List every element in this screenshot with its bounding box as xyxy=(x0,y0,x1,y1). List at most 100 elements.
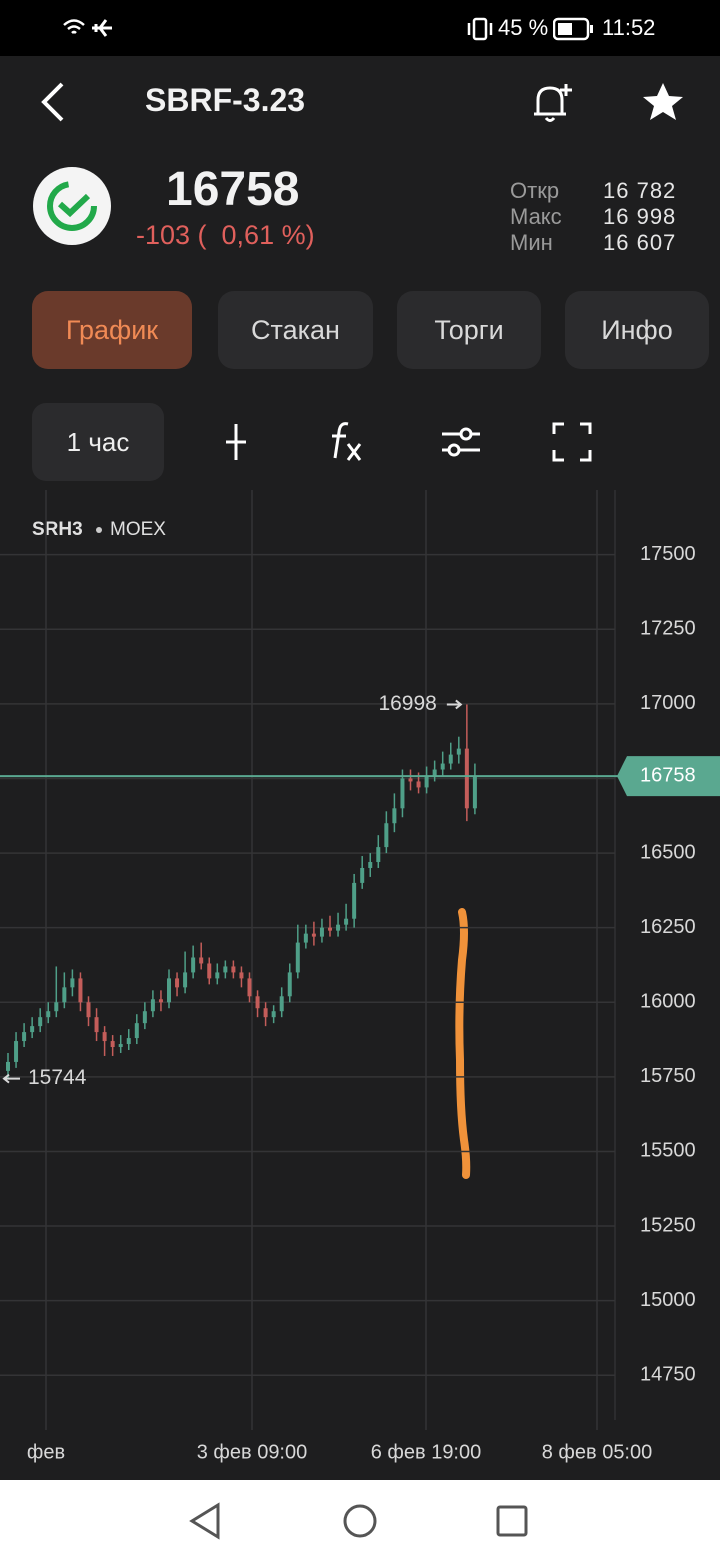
candle-body xyxy=(94,1017,99,1033)
max-arrow xyxy=(446,699,463,710)
back-button[interactable] xyxy=(38,80,70,124)
tab[interactable]: Торги xyxy=(397,291,541,369)
candle-body xyxy=(167,978,171,1003)
tab[interactable]: Инфо xyxy=(565,291,709,369)
candle-body xyxy=(150,999,155,1012)
indicators-button[interactable] xyxy=(326,418,370,466)
candle-body xyxy=(376,847,381,863)
battery-icon xyxy=(553,17,593,41)
candle-body xyxy=(110,1041,115,1048)
stat-value: 16 782 xyxy=(603,178,677,203)
clock: 11:52 xyxy=(602,15,656,40)
y-tick-label: 17000 xyxy=(640,692,696,714)
y-tick-label: 15250 xyxy=(640,1214,696,1236)
candle-body xyxy=(14,1041,19,1062)
candle-body xyxy=(360,867,365,883)
chart-exchange: MOEX xyxy=(110,519,166,540)
candle-body xyxy=(336,924,341,931)
stat-value: 16 998 xyxy=(603,204,677,229)
nav-recents[interactable] xyxy=(495,1504,529,1538)
nav-home[interactable] xyxy=(342,1502,378,1540)
candle-body xyxy=(344,918,349,925)
nav-back[interactable] xyxy=(188,1502,224,1540)
candle-body xyxy=(295,942,300,973)
candle-body xyxy=(432,769,437,776)
stat-label: Мин xyxy=(510,230,553,255)
candle-body xyxy=(440,763,445,770)
min-arrow xyxy=(2,1073,20,1084)
candle-body xyxy=(424,775,429,788)
candle-body xyxy=(102,1032,107,1042)
x-tick-label: 3 фев 09:00 xyxy=(197,1441,308,1463)
y-tick-label: 17250 xyxy=(640,618,696,640)
y-tick-label: 16500 xyxy=(640,841,696,863)
stat-value: 16 607 xyxy=(603,230,677,255)
candle-body xyxy=(215,972,220,979)
candle-body xyxy=(472,776,477,809)
candle-body xyxy=(70,978,75,988)
candle-body xyxy=(30,1026,35,1033)
candle-body xyxy=(86,1002,91,1018)
candle-body xyxy=(126,1038,131,1045)
price-chart: SRH3 MOEX фев 3 фев 09:00 6 фев 19:00 8 фев… xyxy=(0,490,720,1463)
logo xyxy=(33,167,111,245)
candle-body xyxy=(62,987,67,1003)
candle-body xyxy=(6,1061,10,1071)
candle-body xyxy=(400,778,405,809)
interval-button[interactable]: 1 час xyxy=(32,403,164,481)
alert-button[interactable] xyxy=(530,80,576,124)
candle-body xyxy=(368,862,373,868)
tab[interactable]: График xyxy=(32,291,192,369)
vibrate-icon xyxy=(467,17,493,41)
candle-body xyxy=(287,972,292,997)
max-label: 16998 xyxy=(378,692,436,715)
y-tick-label: 14750 xyxy=(640,1364,696,1386)
candle-body xyxy=(392,808,397,824)
price-change: -103 ( 0,61 %) xyxy=(136,220,315,250)
crosshair-button[interactable] xyxy=(216,420,256,464)
candle-body xyxy=(247,978,252,997)
y-tick-label: 16000 xyxy=(640,991,696,1013)
candle-body xyxy=(271,1011,276,1018)
y-tick-label: 17500 xyxy=(640,543,696,565)
tab[interactable]: Стакан xyxy=(218,291,373,369)
settings-button[interactable] xyxy=(440,422,482,462)
candle-body xyxy=(464,748,469,809)
candle-body xyxy=(456,748,461,755)
candle-body xyxy=(303,933,308,943)
candle-body xyxy=(384,823,389,848)
y-tick-label: 16250 xyxy=(640,916,696,938)
status-bar: 45 % 11:52 xyxy=(0,0,720,56)
x-tick-label: фев xyxy=(27,1441,65,1463)
stat-label: Макс xyxy=(510,204,562,229)
candle-body xyxy=(352,882,357,919)
candle-body xyxy=(142,1011,147,1024)
candle-body xyxy=(279,996,284,1012)
last-price-tag xyxy=(617,756,720,797)
fullscreen-button[interactable] xyxy=(552,422,592,462)
x-tick-label: 8 фев 05:00 xyxy=(542,1441,653,1463)
separator-dot xyxy=(96,527,102,533)
candle-body xyxy=(183,972,188,988)
candle-body xyxy=(134,1023,139,1039)
x-tick-label: 6 фев 19:00 xyxy=(371,1441,482,1463)
candle-body xyxy=(46,1011,51,1018)
candle-body xyxy=(319,927,324,937)
battery-text: 45 % xyxy=(498,15,549,40)
y-tick-label: 15750 xyxy=(640,1065,696,1087)
candle-body xyxy=(223,966,228,973)
candle-body xyxy=(263,1008,268,1018)
hand-drawn-mark xyxy=(455,908,471,1179)
candle-body xyxy=(311,933,316,937)
status-icons xyxy=(63,19,112,37)
candle-body xyxy=(175,978,180,988)
candle-body xyxy=(22,1032,27,1042)
last-price-label: 16758 xyxy=(640,764,696,786)
candle-body xyxy=(408,778,413,782)
candle-body xyxy=(231,966,236,973)
candle-body xyxy=(416,781,421,788)
favorite-button[interactable] xyxy=(640,80,686,124)
candle-body xyxy=(54,1002,59,1012)
candle-body xyxy=(191,957,196,973)
